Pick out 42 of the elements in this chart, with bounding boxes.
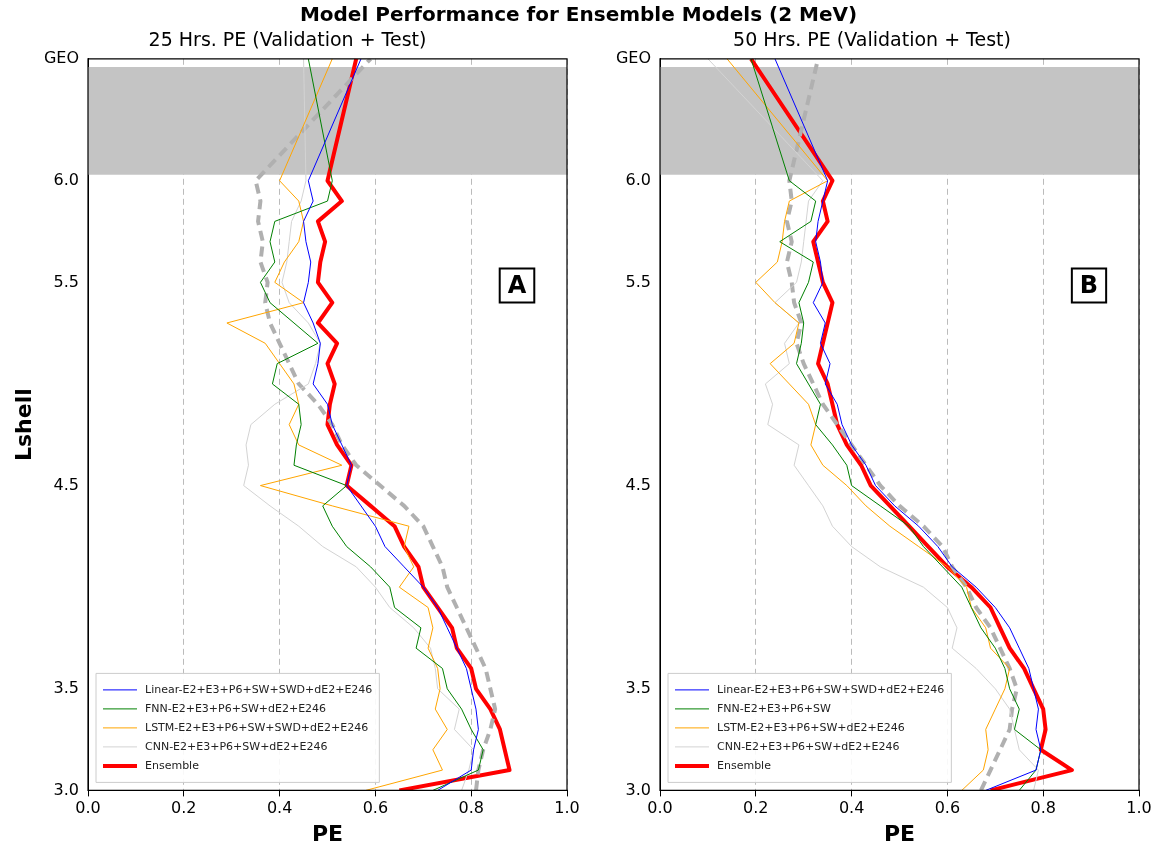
legend-label: LSTM-E2+E3+P6+SW+dE2+E246 [717,720,905,734]
legend-label: CNN-E2+E3+P6+SW+dE2+E246 [717,739,900,753]
x-tick-label: 0.0 [75,798,101,818]
legend-label: FNN-E2+E3+P6+SW+dE2+E246 [145,701,327,715]
y-tick-label: 4.5 [625,474,651,494]
legend-label: Linear-E2+E3+P6+SW+SWD+dE2+E246 [717,682,945,696]
x-tick-label: 1.0 [554,798,580,818]
legend-label: LSTM-E2+E3+P6+SW+SWD+dE2+E246 [145,720,369,734]
y-tick-label: 3.0 [625,779,651,799]
y-tick-label: 6.0 [53,169,79,189]
x-tick-label: 0.6 [934,798,961,818]
x-tick-label: 0.8 [458,798,484,818]
y-tick-label: GEO [43,47,79,67]
x-tick-label: 0.4 [838,798,865,818]
x-tick-label: 0.8 [1030,798,1056,818]
y-tick-label: 4.5 [53,474,79,494]
legend-label: Linear-E2+E3+P6+SW+SWD+dE2+E246 [145,682,373,696]
x-tick-label: 0.4 [266,798,293,818]
chart-title: Model Performance for Ensemble Models (2 MeV) [298,2,859,26]
chart-subtitle: 25 Hrs. PE (Validation + Test) [148,28,427,51]
x-tick-label: 0.0 [647,798,673,818]
y-tick-label: 3.5 [53,677,79,697]
legend-label: FNN-E2+E3+P6+SW [717,701,831,715]
y-tick-label: 3.5 [625,677,651,697]
legend-label: CNN-E2+E3+P6+SW+dE2+E246 [145,739,328,753]
x-tick-label: 0.6 [362,798,389,818]
y-tick-label: 5.5 [625,271,651,291]
legend-label: Ensemble [717,758,772,772]
x-tick-label: 1.0 [1126,798,1152,818]
x-tick-label: 0.2 [171,798,197,818]
y-tick-label: 6.0 [625,169,651,189]
legend-label: Ensemble [145,758,200,772]
y-tick-label: 3.0 [53,779,79,799]
y-tick-label: GEO [615,47,651,67]
x-axis-title: PE [883,820,916,846]
x-axis-title: PE [311,820,344,846]
annotation: B [1079,270,1099,299]
annotation: A [507,270,527,299]
y-axis-title: Lshell [10,388,36,461]
chart-subtitle: 50 Hrs. PE (Validation + Test) [733,28,1011,51]
y-tick-label: 5.5 [53,271,79,291]
x-tick-label: 0.2 [743,798,769,818]
